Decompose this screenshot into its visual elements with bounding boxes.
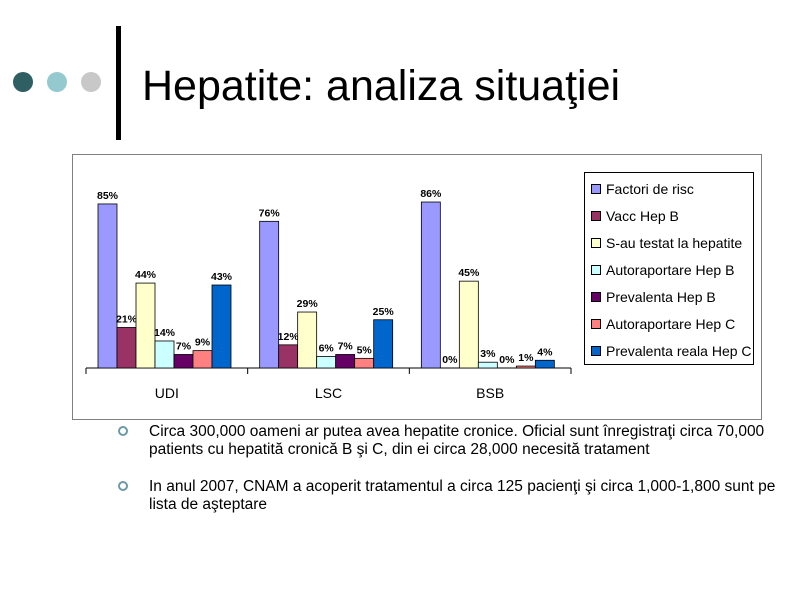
bar-udi-5 bbox=[173, 354, 194, 369]
bullet-text: Circa 300,000 oameni ar putea avea hepat… bbox=[149, 423, 765, 458]
data-label: 9% bbox=[195, 337, 211, 349]
legend-label: Autoraportare Hep C bbox=[606, 316, 736, 332]
decor-dot-dark bbox=[13, 72, 33, 92]
bullet-text: In anul 2007, CNAM a acoperit tratamentu… bbox=[149, 478, 776, 513]
slide-title: Hepatite: analiza situaţiei bbox=[142, 62, 621, 110]
data-label: 0% bbox=[499, 354, 515, 366]
category-label-udi: UDI bbox=[155, 385, 179, 401]
bar-lsc-2 bbox=[278, 344, 299, 369]
bar-lsc-6 bbox=[354, 357, 375, 369]
legend-label: Prevalenta Hep B bbox=[606, 289, 716, 305]
chart-container: 85% 21% 44% 14% 7% 9% 43% UDI 76% 12% 29% 6% 7% 5% 25%… bbox=[72, 154, 762, 420]
data-label: 7% bbox=[176, 340, 192, 352]
data-label: 12% bbox=[278, 331, 300, 343]
bar-udi-2 bbox=[116, 327, 137, 369]
bullet-circle-icon bbox=[118, 481, 128, 491]
data-label: 6% bbox=[319, 342, 335, 354]
decor-dot-teal bbox=[47, 72, 67, 92]
decor-dot-gray bbox=[81, 72, 101, 92]
bar-lsc-1 bbox=[259, 220, 280, 369]
legend-label: Vacc Hep B bbox=[606, 208, 679, 224]
legend-item: Factori de risc bbox=[591, 180, 694, 198]
legend-label: Autoraportare Hep B bbox=[606, 262, 735, 278]
legend-item: S-au testat la hepatite bbox=[591, 234, 742, 252]
legend-swatch bbox=[591, 265, 601, 275]
data-label: 45% bbox=[458, 267, 480, 279]
category-label-lsc: LSC bbox=[315, 385, 342, 401]
data-label: 43% bbox=[211, 271, 233, 283]
data-label: 29% bbox=[297, 298, 319, 310]
bar-bsb-4 bbox=[477, 361, 498, 369]
bar-lsc-5 bbox=[335, 354, 356, 369]
legend-swatch bbox=[591, 211, 601, 221]
bar-udi-7 bbox=[211, 284, 232, 369]
bar-lsc-7 bbox=[373, 319, 394, 369]
data-label: 25% bbox=[373, 306, 395, 318]
bar-lsc-3 bbox=[297, 311, 318, 369]
legend-item: Prevalenta reala Hep C bbox=[591, 342, 752, 360]
title-divider bbox=[116, 26, 121, 140]
data-label: 1% bbox=[518, 352, 534, 364]
data-label: 4% bbox=[537, 346, 553, 358]
bar-lsc-4 bbox=[316, 356, 337, 369]
data-label: 7% bbox=[338, 340, 354, 352]
legend-item: Autoraportare Hep C bbox=[591, 315, 735, 333]
legend-swatch bbox=[591, 238, 601, 248]
legend-swatch bbox=[591, 184, 601, 194]
data-label: 0% bbox=[442, 354, 458, 366]
bar-bsb-3 bbox=[458, 280, 479, 369]
data-label: 76% bbox=[259, 207, 281, 219]
chart-legend: Factori de risc Vacc Hep B S-au testat la … bbox=[584, 172, 754, 365]
legend-item: Autoraportare Hep B bbox=[591, 261, 734, 279]
legend-swatch bbox=[591, 346, 601, 356]
legend-swatch bbox=[591, 319, 601, 329]
bullet-list: Circa 300,000 oameni ar putea avea hepat… bbox=[118, 423, 778, 533]
bar-bsb-7 bbox=[534, 359, 555, 369]
data-label: 3% bbox=[480, 348, 496, 360]
data-label: 5% bbox=[357, 344, 373, 356]
bar-udi-1 bbox=[97, 203, 118, 369]
data-label: 21% bbox=[116, 313, 138, 325]
bullet-item: In anul 2007, CNAM a acoperit tratamentu… bbox=[118, 478, 778, 514]
legend-label: Prevalenta reala Hep C bbox=[606, 343, 752, 359]
bullet-item: Circa 300,000 oameni ar putea avea hepat… bbox=[118, 423, 778, 459]
data-label: 85% bbox=[97, 190, 119, 202]
legend-item: Vacc Hep B bbox=[591, 207, 679, 225]
data-label: 14% bbox=[154, 327, 176, 339]
bar-udi-6 bbox=[192, 350, 213, 369]
bullet-circle-icon bbox=[118, 426, 128, 436]
legend-item: Prevalenta Hep B bbox=[591, 288, 716, 306]
bar-udi-4 bbox=[154, 340, 175, 369]
bar-bsb-6 bbox=[515, 365, 536, 369]
legend-label: S-au testat la hepatite bbox=[606, 235, 743, 251]
category-label-bsb: BSB bbox=[476, 385, 504, 401]
data-label: 44% bbox=[135, 269, 157, 281]
legend-label: Factori de risc bbox=[606, 181, 694, 197]
legend-swatch bbox=[591, 292, 601, 302]
bar-bsb-1 bbox=[420, 201, 441, 369]
data-label: 86% bbox=[420, 188, 442, 200]
bar-udi-3 bbox=[135, 282, 156, 369]
